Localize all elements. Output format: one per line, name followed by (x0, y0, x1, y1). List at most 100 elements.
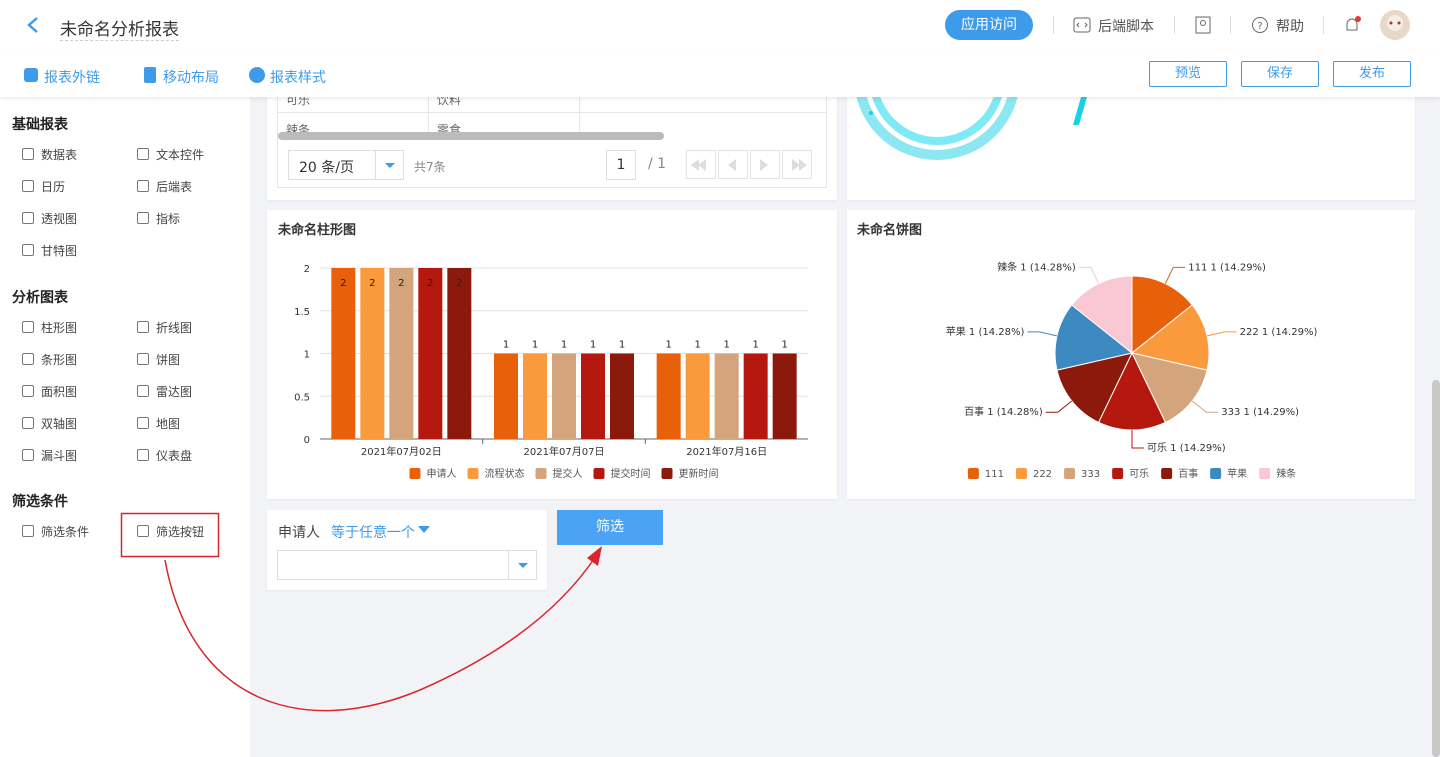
back-icon[interactable] (26, 16, 40, 34)
component-item[interactable]: 漏斗图 (41, 449, 78, 463)
report-title[interactable]: 未命名分析报表 (60, 15, 179, 41)
legend-label: 更新时间 (679, 467, 719, 480)
help[interactable]: 帮助 (1276, 19, 1304, 35)
legend-label: 苹果 (1227, 467, 1247, 480)
page-input[interactable]: 1 (606, 150, 636, 180)
legend-label: 111 (985, 469, 1004, 480)
app-access-button[interactable]: 应用访问 (945, 10, 1033, 40)
item-icon (137, 353, 149, 365)
component-item[interactable]: 筛选条件 (41, 525, 90, 539)
data-label: 1 (619, 340, 625, 351)
icon-shape (137, 353, 149, 365)
icon-shape (137, 321, 149, 333)
caret (385, 163, 395, 168)
avatar[interactable] (1380, 10, 1410, 40)
legend-label: 辣条 (1276, 467, 1296, 480)
y-tick-label: 1 (304, 350, 310, 361)
item-icon (137, 417, 149, 429)
filter-button[interactable]: 筛选 (557, 510, 663, 545)
icon-shape (22, 385, 34, 397)
component-item[interactable]: 数据表 (41, 148, 78, 162)
toolbar-link[interactable]: 报表样式 (270, 70, 326, 86)
pie-slice (1131, 275, 1193, 355)
filter-input[interactable] (277, 550, 537, 580)
toolbar-link[interactable]: 移动布局 (163, 70, 219, 86)
contact-icon[interactable] (1195, 16, 1211, 34)
chart-title: 未命名饼图 (856, 222, 922, 238)
pager-buttons[interactable] (686, 150, 814, 180)
slice-label: 可乐 1 (14.29%) (1147, 442, 1226, 454)
component-item[interactable]: 饼图 (156, 353, 181, 367)
divider (1230, 16, 1231, 34)
gauge-card (847, 97, 1415, 200)
preview-button[interactable]: 预览 (1149, 61, 1227, 87)
component-item[interactable]: 甘特图 (41, 244, 78, 258)
chart-title: 未命名柱形图 (277, 222, 356, 238)
slice-label: 苹果 1 (14.28%) (946, 325, 1025, 338)
save-button[interactable]: 保存 (1241, 61, 1319, 87)
legend-swatch (593, 468, 605, 479)
component-item[interactable]: 面积图 (41, 385, 78, 399)
leader-line (1045, 400, 1073, 413)
legend-swatch (661, 468, 673, 479)
component-item[interactable]: 仪表盘 (156, 449, 193, 463)
component-item[interactable]: 雷达图 (156, 385, 193, 399)
component-item[interactable]: 柱形图 (41, 321, 78, 335)
legend-label: 可乐 (1129, 468, 1149, 480)
bar (447, 268, 472, 439)
data-label: 1 (694, 340, 700, 351)
bar (360, 268, 385, 439)
pie-chart: 未命名饼图 111 1 (14.29%) 222 1 (14.29%) 333 1 (… (856, 222, 1318, 480)
sidebar: 基础报表 数据表 文本控件 日历 后端表 透视图 指标 甘特图 分析图表 柱形图 折线图 条形图 饼图面… (0, 97, 250, 757)
item-icon (22, 385, 34, 397)
data-label: 2 (398, 278, 404, 289)
component-item[interactable]: 筛选按钮 (156, 525, 205, 539)
bar (714, 353, 739, 439)
legend-label: 提交时间 (611, 467, 651, 480)
page-size: 20 条/页 (299, 160, 354, 176)
y-tick-label: 1.5 (294, 307, 310, 318)
item-icon (22, 148, 34, 160)
component-item[interactable]: 日历 (41, 180, 66, 194)
backend-script[interactable]: 后端脚本 (1098, 19, 1154, 35)
slice-label: 222 1 (14.29%) (1240, 327, 1318, 338)
component-item[interactable]: 地图 (156, 417, 181, 431)
item-icon (22, 212, 34, 224)
script-icon (1073, 17, 1091, 33)
leader-line (1164, 266, 1186, 284)
item-icon (137, 525, 149, 537)
publish-button[interactable]: 发布 (1333, 61, 1411, 87)
slice-label: 百事 1 (14.28%) (964, 405, 1043, 418)
caret (518, 563, 528, 568)
bell-icon[interactable] (1343, 14, 1363, 36)
y-tick-label: 0.5 (294, 392, 310, 403)
component-item[interactable]: 指标 (156, 212, 181, 226)
filter-operator[interactable]: 等于任意一个 (331, 525, 415, 541)
component-item[interactable]: 条形图 (41, 353, 78, 367)
icon-shape (22, 417, 34, 429)
component-item[interactable]: 折线图 (156, 321, 193, 335)
item-icon (137, 385, 149, 397)
toolbar-link[interactable]: 报表外链 (44, 70, 100, 86)
icon-shape (22, 353, 34, 365)
leader-line (1206, 331, 1237, 337)
slice-label: 111 1 (14.29%) (1188, 262, 1266, 273)
data-label: 1 (590, 340, 596, 351)
item-icon (22, 525, 34, 537)
x-tick-label: 2021年07月16日 (686, 445, 767, 458)
icon-shape (137, 417, 149, 429)
item-icon (137, 180, 149, 192)
table-frame: 可乐 饮料 辣条 零食 20 条/页 共7条 1 / 1 (277, 93, 827, 188)
component-item[interactable]: 后端表 (156, 180, 193, 194)
page-size-select[interactable]: 20 条/页 (288, 150, 404, 180)
data-label: 1 (532, 340, 538, 351)
component-item[interactable]: 透视图 (41, 212, 78, 226)
data-label: 1 (781, 340, 787, 351)
component-item[interactable]: 双轴图 (41, 417, 78, 431)
slice-label: 辣条 1 (14.28%) (997, 260, 1076, 273)
component-item[interactable]: 文本控件 (156, 148, 205, 162)
data-label: 1 (561, 340, 567, 351)
icon-shape (137, 385, 149, 397)
h-scrollbar[interactable] (278, 132, 664, 140)
section-title: 基础报表 (12, 117, 68, 133)
